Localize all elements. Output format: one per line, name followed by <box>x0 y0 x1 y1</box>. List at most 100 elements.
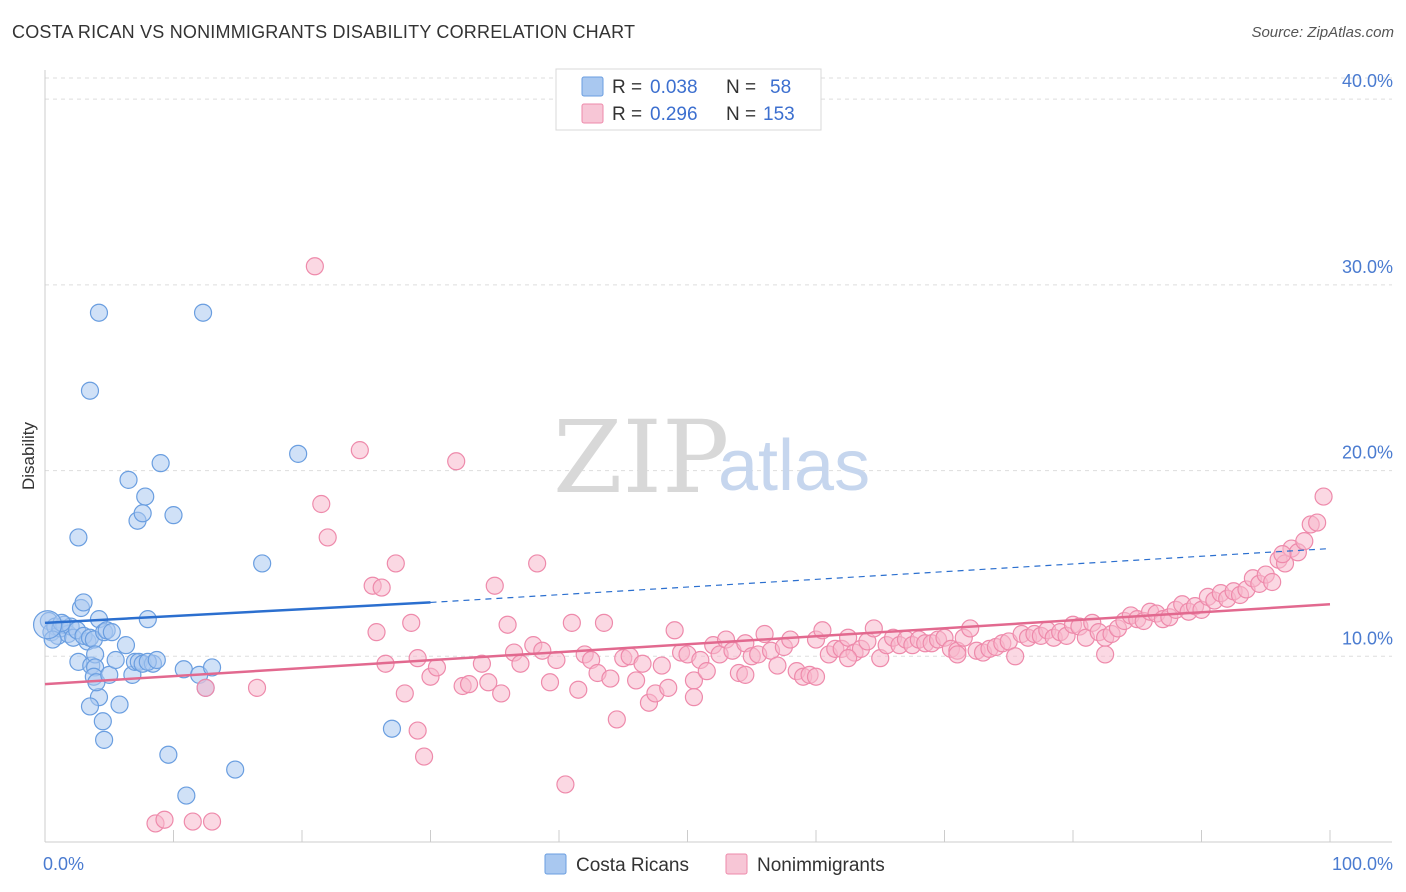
nonimmigrants-point <box>569 680 588 699</box>
nonimmigrants-point <box>492 684 511 703</box>
bottom-legend-label-costa-ricans: Costa Ricans <box>576 855 689 876</box>
costa-ricans-point <box>177 786 196 805</box>
nonimmigrants-point <box>1096 645 1115 664</box>
nonimmigrants-point <box>665 621 684 640</box>
legend-r-label: R = <box>612 104 642 125</box>
nonimmigrants-point <box>472 654 491 673</box>
nonimmigrants-point <box>697 662 716 681</box>
legend-n-value: 153 <box>763 104 795 125</box>
costa-ricans-point <box>133 504 152 523</box>
costa-ricans-point <box>106 650 125 670</box>
costa-ricans-point <box>164 506 183 525</box>
costa-ricans-point <box>102 623 121 642</box>
legend-swatch-costa-ricans <box>581 76 604 97</box>
watermark: ZIP atlas <box>553 399 870 516</box>
stats-legend: R = 0.038 N = 58 R = 0.296 N = 153 <box>555 68 822 131</box>
axes <box>44 70 1392 843</box>
nonimmigrants-point <box>247 678 267 697</box>
y-tick-label: 20.0% <box>1342 443 1393 463</box>
nonimmigrants-point <box>183 812 202 831</box>
bottom-legend-swatch-nonimmigrants <box>725 853 748 875</box>
nonimmigrants-point <box>652 656 671 675</box>
nonimmigrants-point <box>607 710 626 729</box>
nonimmigrants-point <box>528 554 547 573</box>
nonimmigrants-point <box>839 649 858 668</box>
nonimmigrants-point <box>372 578 391 597</box>
nonimmigrants-point <box>659 678 678 697</box>
legend-swatch-nonimmigrants <box>581 103 604 124</box>
costa-ricans-point <box>80 381 100 400</box>
nonimmigrants-point <box>540 673 560 692</box>
costa-ricans-point <box>116 636 136 655</box>
costa-ricans-point <box>147 650 166 670</box>
nonimmigrants-point <box>408 721 427 740</box>
trend-line-nonimmigrants <box>44 603 1331 686</box>
legend-n-label: N = <box>726 77 756 98</box>
nonimmigrants-point <box>447 452 466 471</box>
costa-ricans-point <box>202 658 222 677</box>
y-tick-label: 30.0% <box>1342 257 1393 277</box>
bottom-legend-label-nonimmigrants: Nonimmigrants <box>757 855 885 876</box>
nonimmigrants-point <box>196 678 215 697</box>
nonimmigrants-point <box>736 665 755 684</box>
nonimmigrants-point <box>781 630 800 649</box>
nonimmigrants-point <box>864 619 883 638</box>
costa-ricans-point <box>32 610 63 640</box>
costa-ricans-point <box>136 487 155 506</box>
costa-ricans-point <box>193 303 213 322</box>
grid-lines <box>45 77 1392 657</box>
nonimmigrants-point <box>961 619 980 638</box>
costa-ricans-point <box>95 730 114 749</box>
series-nonimmigrants <box>146 257 1333 833</box>
nonimmigrants-point <box>601 669 620 688</box>
watermark-atlas: atlas <box>718 426 870 506</box>
nonimmigrants-point <box>626 671 646 690</box>
nonimmigrants-point <box>1263 572 1282 592</box>
nonimmigrants-point <box>312 494 331 514</box>
y-tick-label: 10.0% <box>1342 628 1393 648</box>
costa-ricans-point <box>93 712 112 731</box>
source-label: Source: ZipAtlas.com <box>1251 24 1394 41</box>
nonimmigrants-point <box>511 654 530 673</box>
nonimmigrants-point <box>1273 545 1292 564</box>
nonimmigrants-point <box>556 775 575 794</box>
nonimmigrants-point <box>498 615 517 634</box>
nonimmigrants-point <box>562 613 581 632</box>
costa-ricans-point <box>80 697 100 716</box>
nonimmigrants-point <box>1295 532 1314 551</box>
nonimmigrants-point <box>533 641 552 660</box>
costa-ricans-point <box>151 454 170 473</box>
costa-ricans-point <box>69 528 88 547</box>
costa-ricans-point <box>382 719 402 738</box>
legend-n-value: 58 <box>770 77 791 98</box>
nonimmigrants-point <box>684 688 704 707</box>
bottom-legend-swatch-costa-ricans <box>544 853 567 875</box>
nonimmigrants-point <box>948 645 967 664</box>
nonimmigrants-point <box>408 649 427 668</box>
nonimmigrants-point <box>485 576 504 595</box>
nonimmigrants-point <box>768 656 787 675</box>
nonimmigrants-point <box>202 812 222 831</box>
watermark-zip: ZIP <box>553 399 729 516</box>
y-tick-label: 40.0% <box>1342 71 1393 91</box>
nonimmigrants-point <box>350 441 369 460</box>
nonimmigrants-point <box>1314 487 1333 506</box>
nonimmigrants-point <box>806 667 826 686</box>
y-axis-label: Disability <box>19 421 38 490</box>
nonimmigrants-point <box>633 654 652 673</box>
y-tick-labels: 10.0% 20.0% 30.0% 40.0% <box>1342 71 1393 648</box>
costa-ricans-point <box>159 745 178 764</box>
nonimmigrants-point <box>414 747 434 766</box>
nonimmigrants-point <box>386 554 405 573</box>
legend-r-value: 0.038 <box>650 77 698 98</box>
trend-line-costa-ricans-extension <box>430 547 1331 604</box>
costa-ricans-point <box>138 610 157 629</box>
legend-r-label: R = <box>612 77 642 98</box>
trend-lines <box>44 547 1331 686</box>
x-tick-labels: 0.0% 100.0% <box>43 854 1393 874</box>
nonimmigrants-point <box>318 528 337 547</box>
costa-ricans-point <box>119 470 138 489</box>
series-costa-ricans <box>32 303 402 805</box>
nonimmigrants-point <box>479 673 498 692</box>
